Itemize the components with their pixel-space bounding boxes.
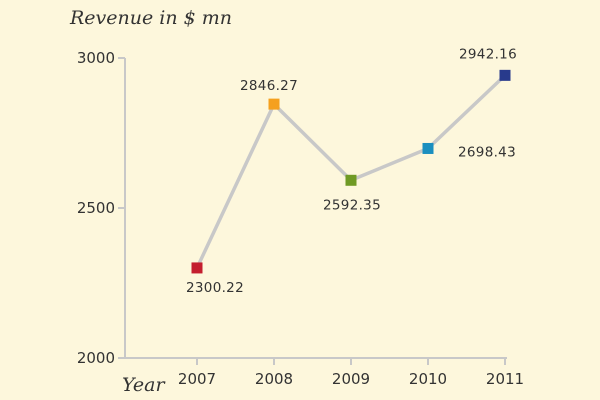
y-tick-label: 2500 <box>77 199 115 217</box>
data-point-2011 <box>499 69 511 81</box>
data-label-2007: 2300.22 <box>186 280 244 296</box>
y-tick-label: 2000 <box>77 349 115 367</box>
data-point-2010 <box>422 142 434 154</box>
x-axis-title: Year <box>122 374 166 396</box>
data-label-2011: 2942.16 <box>459 46 517 62</box>
data-markers <box>191 69 511 274</box>
y-tick-label: 3000 <box>77 49 115 67</box>
x-tick-label: 2010 <box>409 370 447 388</box>
x-tick-label: 2007 <box>178 370 216 388</box>
y-axis-title: Revenue in $ mn <box>69 7 232 29</box>
revenue-line <box>195 73 507 270</box>
data-labels: 2300.22 2846.27 2592.35 2698.43 2942.16 <box>186 46 517 296</box>
x-tick-label: 2011 <box>486 370 524 388</box>
data-point-2007 <box>191 262 203 274</box>
series-line <box>195 73 507 270</box>
x-tick-label: 2009 <box>332 370 370 388</box>
data-label-2008: 2846.27 <box>240 78 298 94</box>
x-tick-label: 2008 <box>255 370 293 388</box>
data-label-2010: 2698.43 <box>458 144 516 160</box>
data-point-2009 <box>345 174 357 186</box>
data-label-2009: 2592.35 <box>323 197 381 213</box>
axes: 2000 2500 3000 2007 2008 2009 2010 2011 <box>77 49 524 388</box>
data-point-2008 <box>268 98 280 110</box>
